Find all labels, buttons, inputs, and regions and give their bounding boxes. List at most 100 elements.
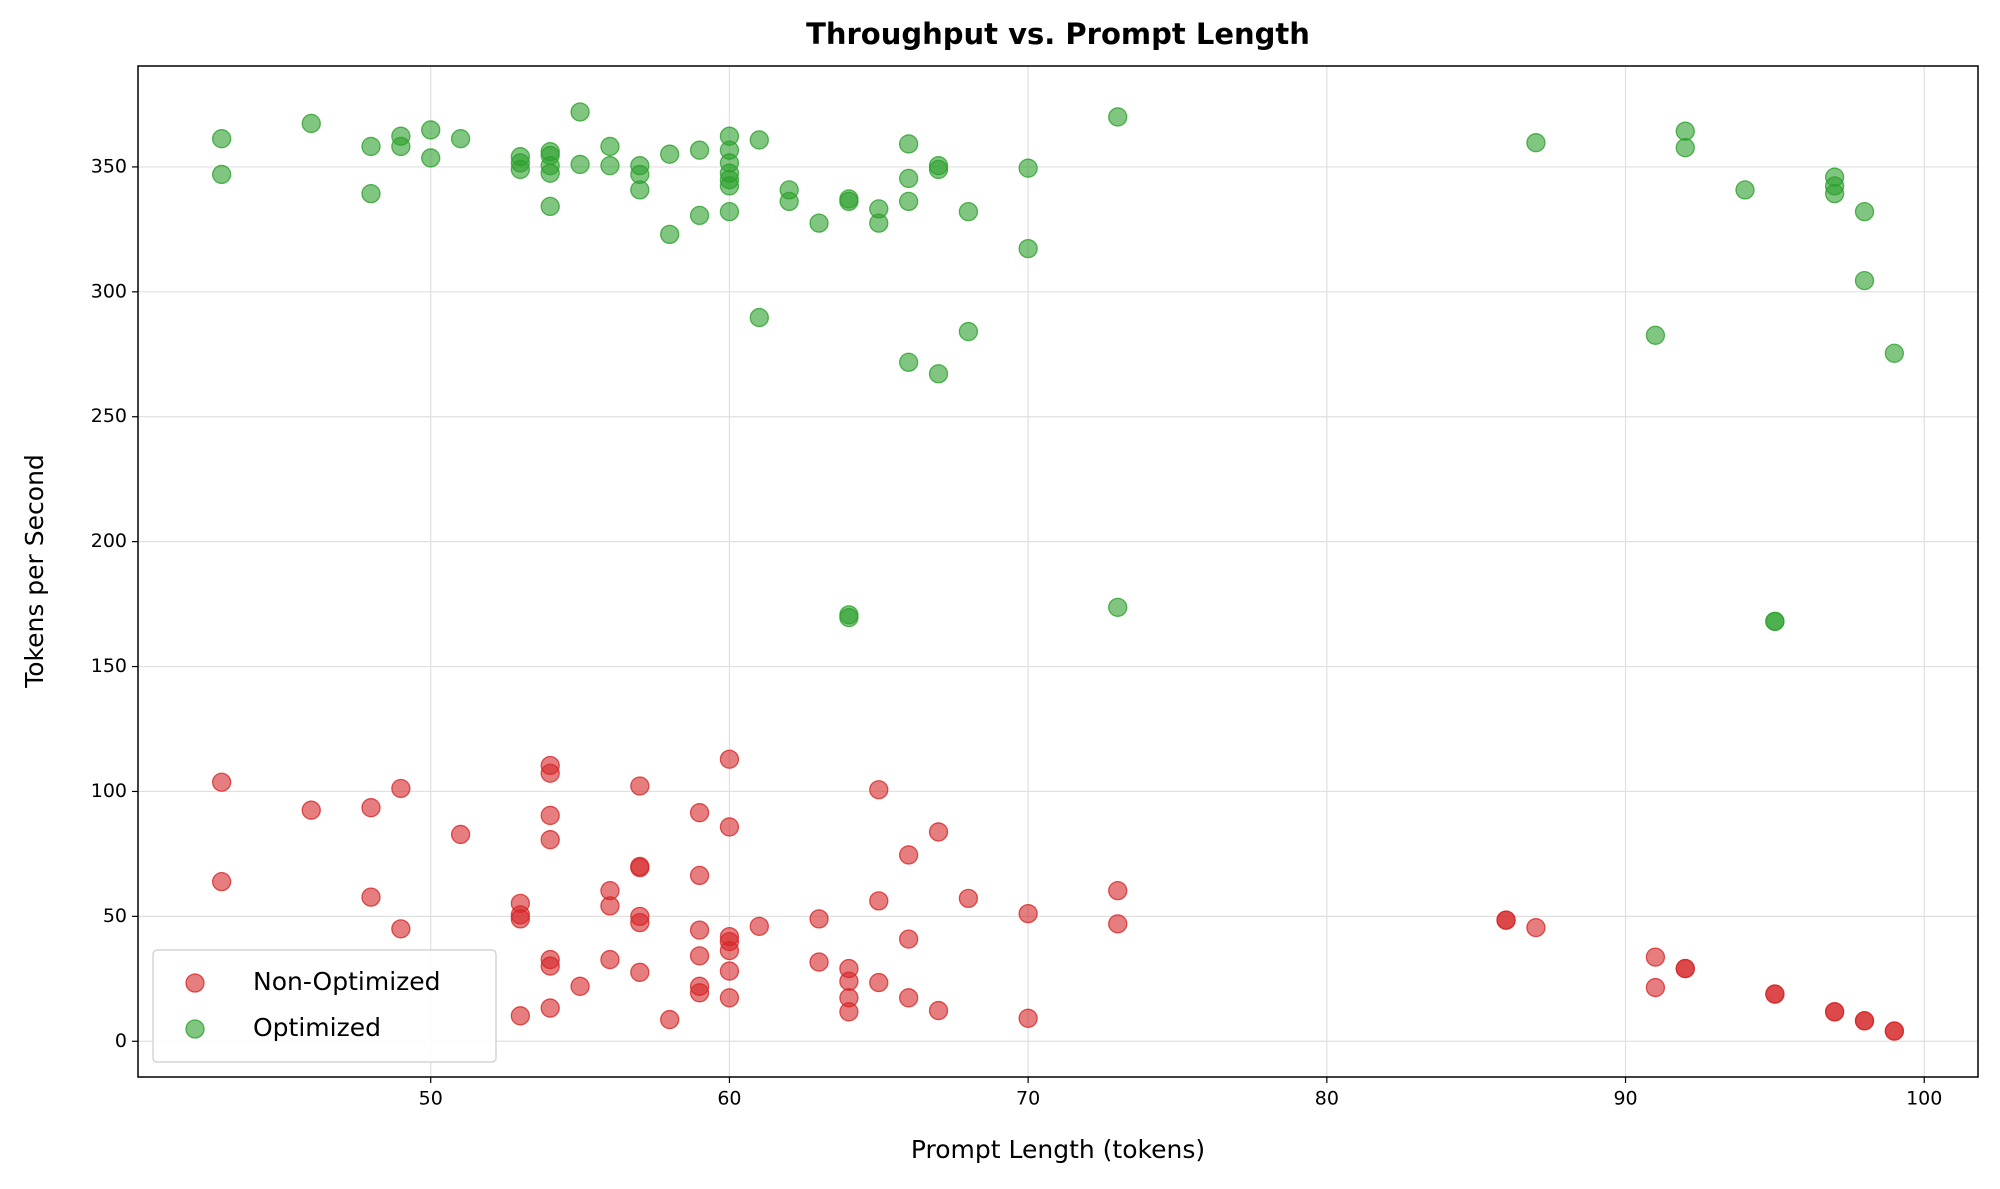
point xyxy=(600,896,620,916)
point xyxy=(211,871,232,892)
point xyxy=(809,213,829,233)
point xyxy=(689,983,710,1003)
point xyxy=(719,817,740,837)
point xyxy=(1645,325,1666,345)
point xyxy=(1675,958,1695,979)
point xyxy=(1765,611,1785,631)
point xyxy=(630,858,650,878)
y-tick-label: 250 xyxy=(91,405,127,427)
point xyxy=(301,113,321,134)
point xyxy=(898,352,919,372)
x-tick-label: 60 xyxy=(717,1088,741,1110)
point xyxy=(839,971,859,991)
point xyxy=(749,130,769,150)
point xyxy=(719,749,740,769)
y-tick-label: 0 xyxy=(115,1030,127,1052)
point xyxy=(1496,910,1516,930)
point xyxy=(1675,138,1695,158)
point xyxy=(1645,977,1666,998)
point xyxy=(540,196,560,217)
point xyxy=(779,191,799,212)
point xyxy=(391,778,411,799)
point xyxy=(749,307,769,328)
point xyxy=(1735,180,1755,200)
point xyxy=(540,956,560,976)
x-tick-label: 80 xyxy=(1315,1088,1339,1110)
point xyxy=(689,946,710,966)
x-axis-label: Prompt Length (tokens) xyxy=(911,1135,1205,1164)
y-axis-label: Tokens per Second xyxy=(20,454,49,689)
point xyxy=(839,1002,859,1022)
point xyxy=(809,909,829,929)
point xyxy=(839,191,859,212)
y-tick-label: 350 xyxy=(91,155,127,177)
point xyxy=(928,822,949,842)
point xyxy=(719,176,740,196)
point xyxy=(1526,133,1546,153)
point xyxy=(689,865,710,886)
point xyxy=(958,201,979,222)
point xyxy=(630,962,650,982)
point xyxy=(1108,107,1128,127)
point xyxy=(570,154,590,175)
chart-title: Throughput vs. Prompt Length xyxy=(806,17,1310,51)
point xyxy=(1884,343,1905,363)
point xyxy=(211,164,232,185)
point xyxy=(510,1006,530,1026)
point xyxy=(211,129,232,149)
point xyxy=(301,800,321,820)
point xyxy=(1108,880,1128,901)
point xyxy=(719,940,740,961)
point xyxy=(719,961,740,981)
point xyxy=(958,321,979,342)
point xyxy=(1108,597,1128,617)
point xyxy=(510,159,530,180)
point xyxy=(540,830,560,850)
y-tick-label: 300 xyxy=(91,280,127,302)
point xyxy=(540,163,560,183)
point xyxy=(211,772,232,792)
point xyxy=(540,805,560,826)
point xyxy=(928,159,949,180)
series xyxy=(211,749,1905,1041)
point xyxy=(1675,121,1695,141)
point xyxy=(1824,1002,1845,1022)
point xyxy=(869,972,889,993)
point xyxy=(1018,903,1038,924)
legend-label: Optimized xyxy=(253,1013,381,1042)
point xyxy=(1018,1008,1038,1028)
point xyxy=(1526,917,1546,938)
point xyxy=(1018,158,1038,178)
plot-frame xyxy=(137,65,1979,1078)
point xyxy=(839,607,859,628)
point xyxy=(600,136,620,157)
y-tick-label: 200 xyxy=(91,530,127,552)
point xyxy=(570,976,590,996)
point xyxy=(630,776,650,796)
series xyxy=(211,102,1905,631)
point xyxy=(719,988,740,1008)
point xyxy=(1645,947,1666,967)
point xyxy=(898,134,919,154)
point xyxy=(689,803,710,823)
point xyxy=(1854,1011,1875,1031)
point xyxy=(660,224,680,245)
point xyxy=(540,998,560,1018)
point xyxy=(391,136,411,157)
point xyxy=(421,120,441,140)
legend-marker xyxy=(185,1019,205,1039)
point xyxy=(749,916,769,937)
point xyxy=(898,988,919,1008)
point xyxy=(689,920,710,940)
x-tick-label: 50 xyxy=(419,1088,443,1110)
point xyxy=(600,949,620,970)
point xyxy=(1765,984,1785,1004)
x-tick-label: 100 xyxy=(1906,1088,1942,1110)
point xyxy=(510,909,530,929)
y-tick-label: 100 xyxy=(91,780,127,802)
point xyxy=(928,1000,949,1021)
x-tick-label: 90 xyxy=(1613,1088,1637,1110)
point xyxy=(391,919,411,939)
point xyxy=(540,763,560,783)
